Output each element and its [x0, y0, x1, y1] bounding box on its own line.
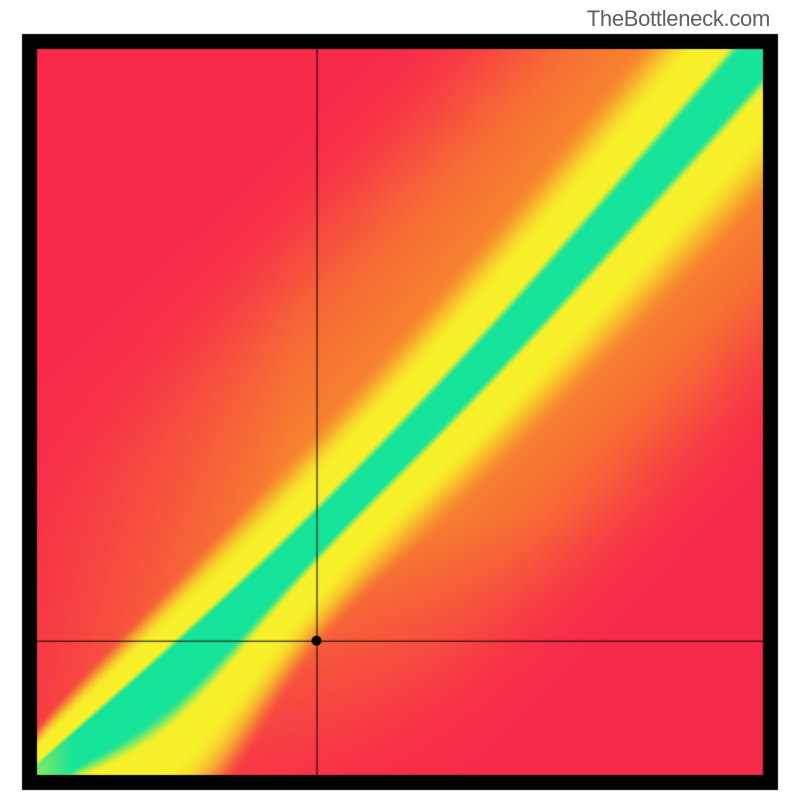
heatmap-canvas: [0, 0, 800, 800]
chart-container: TheBottleneck.com: [0, 0, 800, 800]
watermark-text: TheBottleneck.com: [587, 6, 770, 32]
